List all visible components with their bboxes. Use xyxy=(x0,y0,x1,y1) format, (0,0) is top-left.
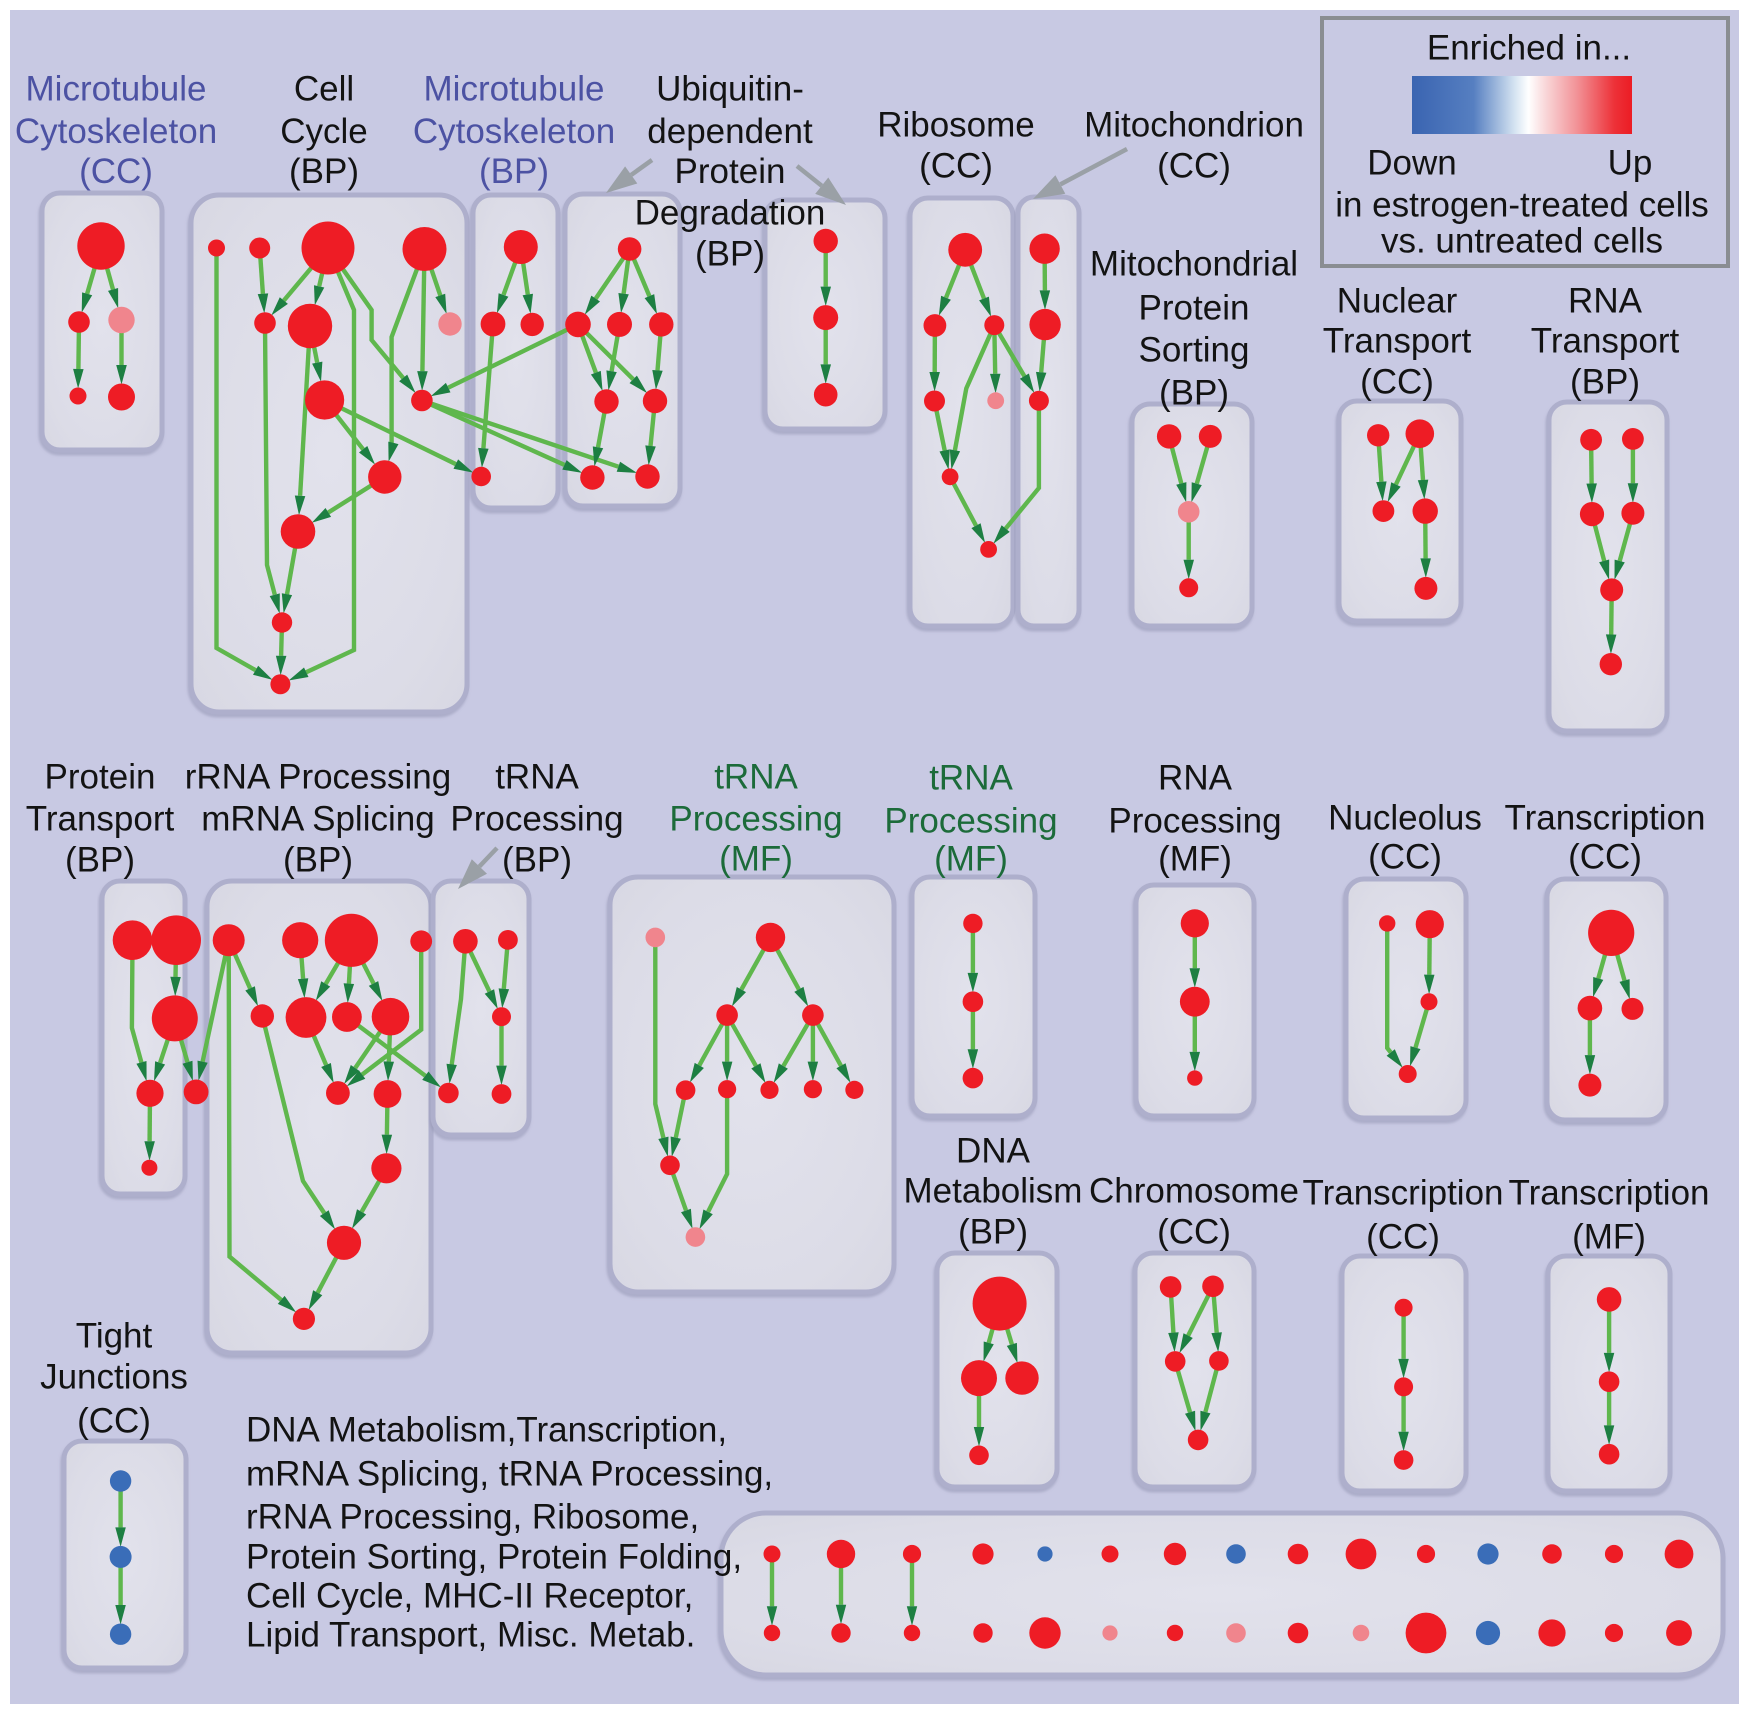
svg-text:Enriched in...: Enriched in... xyxy=(1427,29,1631,68)
svg-text:rRNA Processing: rRNA Processing xyxy=(185,758,451,797)
svg-text:(CC): (CC) xyxy=(1360,363,1434,402)
svg-text:Protein: Protein xyxy=(1139,289,1250,328)
svg-text:Degradation: Degradation xyxy=(635,194,826,233)
svg-text:Down: Down xyxy=(1367,144,1456,183)
svg-text:Processing: Processing xyxy=(884,802,1057,841)
svg-text:(BP): (BP) xyxy=(958,1213,1028,1252)
svg-text:Chromosome: Chromosome xyxy=(1089,1172,1299,1211)
svg-text:tRNA: tRNA xyxy=(495,758,579,797)
svg-text:Processing: Processing xyxy=(450,800,623,839)
svg-text:Protein Sorting, Protein Foldi: Protein Sorting, Protein Folding, xyxy=(246,1538,742,1577)
svg-text:Cell: Cell xyxy=(294,70,354,109)
svg-text:(CC): (CC) xyxy=(1157,147,1231,186)
svg-text:(BP): (BP) xyxy=(283,841,353,880)
svg-text:dependent: dependent xyxy=(647,112,813,151)
svg-text:(CC): (CC) xyxy=(1366,1218,1440,1257)
svg-text:Cytoskeleton: Cytoskeleton xyxy=(15,112,217,151)
svg-text:Microtubule: Microtubule xyxy=(26,70,207,109)
svg-text:RNA: RNA xyxy=(1568,282,1643,321)
svg-text:in estrogen-treated cells: in estrogen-treated cells xyxy=(1335,186,1709,225)
svg-text:DNA: DNA xyxy=(956,1132,1031,1171)
svg-text:(MF): (MF) xyxy=(934,840,1008,879)
svg-text:Transport: Transport xyxy=(26,800,175,839)
svg-text:(BP): (BP) xyxy=(502,841,572,880)
svg-text:(BP): (BP) xyxy=(695,235,765,274)
svg-text:Protein: Protein xyxy=(45,758,156,797)
svg-text:tRNA: tRNA xyxy=(929,759,1013,798)
svg-text:(BP): (BP) xyxy=(1570,363,1640,402)
svg-text:Transcription: Transcription xyxy=(1505,799,1706,838)
svg-text:RNA: RNA xyxy=(1158,759,1233,798)
svg-text:Microtubule: Microtubule xyxy=(424,70,605,109)
svg-text:(CC): (CC) xyxy=(919,147,993,186)
svg-text:(CC): (CC) xyxy=(1568,838,1642,877)
svg-text:Cell Cycle, MHC-II Receptor,: Cell Cycle, MHC-II Receptor, xyxy=(246,1577,693,1616)
svg-text:Nuclear: Nuclear xyxy=(1337,282,1458,321)
svg-text:Transport: Transport xyxy=(1323,322,1472,361)
svg-text:Cycle: Cycle xyxy=(280,112,368,151)
svg-text:tRNA: tRNA xyxy=(714,758,798,797)
svg-text:Lipid Transport, Misc. Metab.: Lipid Transport, Misc. Metab. xyxy=(246,1616,695,1655)
svg-text:Mitochondrial: Mitochondrial xyxy=(1090,245,1298,284)
svg-text:Cytoskeleton: Cytoskeleton xyxy=(413,112,615,151)
svg-text:DNA Metabolism,Transcription,: DNA Metabolism,Transcription, xyxy=(246,1411,727,1450)
svg-text:Sorting: Sorting xyxy=(1139,331,1250,370)
svg-text:Mitochondrion: Mitochondrion xyxy=(1084,106,1304,145)
svg-text:Ubiquitin-: Ubiquitin- xyxy=(656,70,804,109)
svg-text:(BP): (BP) xyxy=(479,152,549,191)
svg-text:Processing: Processing xyxy=(1108,802,1281,841)
svg-text:(MF): (MF) xyxy=(1158,840,1232,879)
svg-text:(BP): (BP) xyxy=(1159,374,1229,413)
svg-text:(CC): (CC) xyxy=(79,152,153,191)
svg-text:(BP): (BP) xyxy=(65,841,135,880)
svg-text:Transport: Transport xyxy=(1531,322,1680,361)
svg-text:Nucleolus: Nucleolus xyxy=(1328,799,1482,838)
svg-text:Tight: Tight xyxy=(76,1317,153,1356)
svg-text:(CC): (CC) xyxy=(1157,1213,1231,1252)
svg-text:(MF): (MF) xyxy=(1572,1218,1646,1257)
svg-text:mRNA Splicing: mRNA Splicing xyxy=(201,800,434,839)
svg-text:Up: Up xyxy=(1608,144,1653,183)
svg-text:Processing: Processing xyxy=(669,800,842,839)
svg-text:Ribosome: Ribosome xyxy=(877,106,1035,145)
svg-text:Transcription: Transcription xyxy=(1303,1174,1504,1213)
svg-text:Junctions: Junctions xyxy=(40,1358,188,1397)
svg-text:rRNA Processing, Ribosome,: rRNA Processing, Ribosome, xyxy=(246,1498,699,1537)
svg-text:Transcription: Transcription xyxy=(1509,1174,1710,1213)
svg-text:(BP): (BP) xyxy=(289,152,359,191)
svg-text:vs. untreated cells: vs. untreated cells xyxy=(1381,222,1663,261)
svg-text:Protein: Protein xyxy=(675,152,786,191)
svg-text:(MF): (MF) xyxy=(719,840,793,879)
svg-text:(CC): (CC) xyxy=(77,1402,151,1441)
svg-text:Metabolism: Metabolism xyxy=(904,1172,1083,1211)
svg-text:mRNA Splicing, tRNA Processing: mRNA Splicing, tRNA Processing, xyxy=(246,1455,773,1494)
svg-text:(CC): (CC) xyxy=(1368,838,1442,877)
